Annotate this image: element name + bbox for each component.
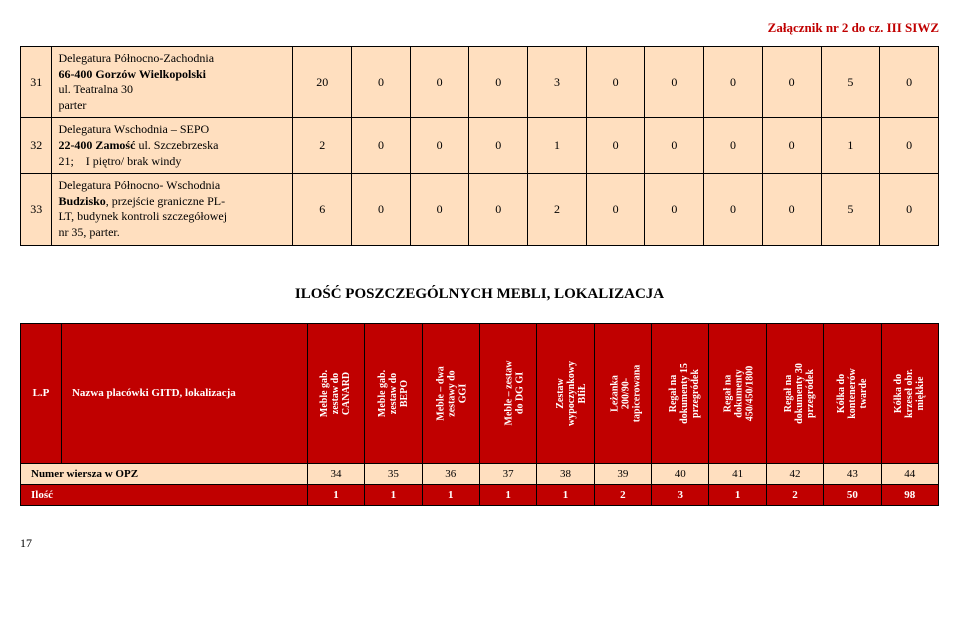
column-header: Regał nadokumenty450/450/1800 <box>709 323 766 463</box>
ilosc-value: 50 <box>824 484 881 505</box>
table-2: L.P Nazwa placówki GITD, lokalizacja Meb… <box>20 323 939 506</box>
numrow-value: 36 <box>422 463 479 484</box>
section-title: ILOŚĆ POSZCZEGÓLNYCH MEBLI, LOKALIZACJA <box>20 286 939 303</box>
row-number: 31 <box>21 47 52 118</box>
value-cell: 0 <box>469 47 528 118</box>
value-cell: 0 <box>704 118 763 174</box>
name-header: Nazwa placówki GITD, lokalizacja <box>61 323 307 463</box>
ilosc-value: 3 <box>652 484 709 505</box>
table-row: 33Delegatura Północno- WschodniaBudzisko… <box>21 174 939 245</box>
value-cell: 0 <box>410 47 469 118</box>
value-cell: 0 <box>645 174 704 245</box>
table-row: 31Delegatura Północno-Zachodnia66-400 Go… <box>21 47 939 118</box>
numrow-value: 43 <box>824 463 881 484</box>
lp-header: L.P <box>21 323 62 463</box>
ilosc-value: 2 <box>766 484 823 505</box>
ilosc-value: 2 <box>594 484 651 505</box>
ilosc-value: 1 <box>709 484 766 505</box>
numrow-value: 35 <box>365 463 422 484</box>
numrow-value: 37 <box>479 463 536 484</box>
column-header: Leżanka200/90-tapicerowana <box>594 323 651 463</box>
value-cell: 5 <box>821 47 880 118</box>
row-number: 32 <box>21 118 52 174</box>
value-cell: 0 <box>762 47 821 118</box>
value-cell: 0 <box>586 47 645 118</box>
value-cell: 0 <box>469 174 528 245</box>
ilosc-value: 1 <box>422 484 479 505</box>
ilosc-value: 1 <box>365 484 422 505</box>
table-1: 31Delegatura Północno-Zachodnia66-400 Go… <box>20 46 939 246</box>
value-cell: 1 <box>821 118 880 174</box>
value-cell: 0 <box>352 47 411 118</box>
value-cell: 20 <box>293 47 352 118</box>
ilosc-label: Ilość <box>21 484 308 505</box>
column-header: Meble – dwazestawy doGGI <box>422 323 479 463</box>
numrow-value: 40 <box>652 463 709 484</box>
numrow-value: 34 <box>307 463 364 484</box>
row-description: Delegatura Północno- WschodniaBudzisko, … <box>52 174 293 245</box>
row-description: Delegatura Północno-Zachodnia66-400 Gorz… <box>52 47 293 118</box>
value-cell: 0 <box>762 118 821 174</box>
page-number: 17 <box>20 536 939 551</box>
numrow-value: 38 <box>537 463 594 484</box>
value-cell: 0 <box>586 174 645 245</box>
value-cell: 0 <box>880 47 939 118</box>
value-cell: 0 <box>704 174 763 245</box>
value-cell: 3 <box>528 47 587 118</box>
numrow-value: 44 <box>881 463 938 484</box>
value-cell: 2 <box>528 174 587 245</box>
value-cell: 0 <box>586 118 645 174</box>
column-header: Kółka dokontenerówtwarde <box>824 323 881 463</box>
column-header: Meble – zestawdo DG GI <box>479 323 536 463</box>
column-header: Regał nadokumenty 15przegródek <box>652 323 709 463</box>
value-cell: 0 <box>410 118 469 174</box>
value-cell: 0 <box>762 174 821 245</box>
numrow-value: 39 <box>594 463 651 484</box>
value-cell: 2 <box>293 118 352 174</box>
numrow-value: 41 <box>709 463 766 484</box>
attachment-header: Załącznik nr 2 do cz. III SIWZ <box>20 20 939 36</box>
row-number: 33 <box>21 174 52 245</box>
value-cell: 1 <box>528 118 587 174</box>
column-header: Meble gab.zestaw doCANARD <box>307 323 364 463</box>
column-header: Meble gab.zestaw doBEPO <box>365 323 422 463</box>
value-cell: 0 <box>880 174 939 245</box>
numrow-label: Numer wiersza w OPZ <box>21 463 308 484</box>
column-header: ZestawwypoczynkowyBIiŁ <box>537 323 594 463</box>
value-cell: 0 <box>410 174 469 245</box>
value-cell: 5 <box>821 174 880 245</box>
ilosc-value: 98 <box>881 484 938 505</box>
column-header: Kółka dokrzeseł obr.miękkie <box>881 323 938 463</box>
table-row: 32Delegatura Wschodnia – SEPO22-400 Zamo… <box>21 118 939 174</box>
ilosc-value: 1 <box>537 484 594 505</box>
ilosc-value: 1 <box>479 484 536 505</box>
value-cell: 0 <box>469 118 528 174</box>
value-cell: 0 <box>352 174 411 245</box>
value-cell: 0 <box>880 118 939 174</box>
value-cell: 0 <box>352 118 411 174</box>
value-cell: 6 <box>293 174 352 245</box>
value-cell: 0 <box>645 118 704 174</box>
ilosc-value: 1 <box>307 484 364 505</box>
value-cell: 0 <box>704 47 763 118</box>
row-description: Delegatura Wschodnia – SEPO22-400 Zamość… <box>52 118 293 174</box>
column-header: Regał nadokumenty 30przegródek <box>766 323 823 463</box>
value-cell: 0 <box>645 47 704 118</box>
numrow-value: 42 <box>766 463 823 484</box>
